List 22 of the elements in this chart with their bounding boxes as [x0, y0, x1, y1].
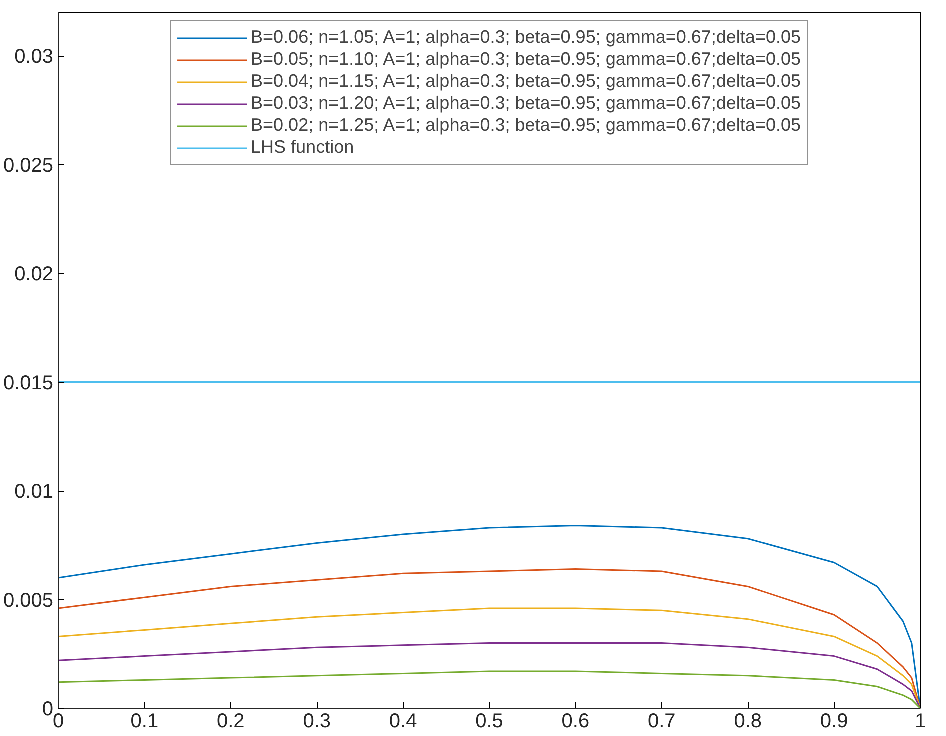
x-tick-label: 0.7	[648, 710, 676, 732]
x-tick-label: 0.1	[130, 710, 159, 732]
x-tick-label: 0.6	[562, 710, 590, 732]
legend-label: B=0.05; n=1.10; A=1; alpha=0.3; beta=0.95; gamma=0.67;delta=0.05	[251, 49, 801, 70]
y-tick-label: 0.015	[3, 372, 54, 394]
x-tick-label: 0.5	[476, 710, 504, 732]
legend-label: LHS function	[251, 137, 354, 158]
y-tick-label: 0.03	[14, 46, 54, 68]
x-tick-label: 0.8	[734, 710, 762, 732]
x-tick-label: 0.9	[820, 710, 848, 732]
y-tick-label: 0.025	[3, 154, 54, 177]
legend-label: B=0.06; n=1.05; A=1; alpha=0.3; beta=0.95; gamma=0.67;delta=0.05	[251, 27, 801, 48]
x-tick-label: 1	[914, 710, 926, 732]
x-tick-label: 0.2	[217, 710, 245, 732]
legend-label: B=0.04; n=1.15; A=1; alpha=0.3; beta=0.95; gamma=0.67;delta=0.05	[251, 71, 801, 92]
legend-label: B=0.03; n=1.20; A=1; alpha=0.3; beta=0.95; gamma=0.67;delta=0.05	[251, 93, 801, 114]
y-tick-label: 0.005	[3, 590, 54, 612]
x-tick-label: 0.4	[389, 710, 418, 732]
y-tick-label: 0.01	[14, 481, 54, 503]
legend-label: B=0.02; n=1.25; A=1; alpha=0.3; beta=0.95; gamma=0.67;delta=0.05	[251, 115, 801, 136]
y-tick-label: 0.02	[14, 264, 54, 286]
x-tick-label: 0.3	[303, 710, 332, 732]
